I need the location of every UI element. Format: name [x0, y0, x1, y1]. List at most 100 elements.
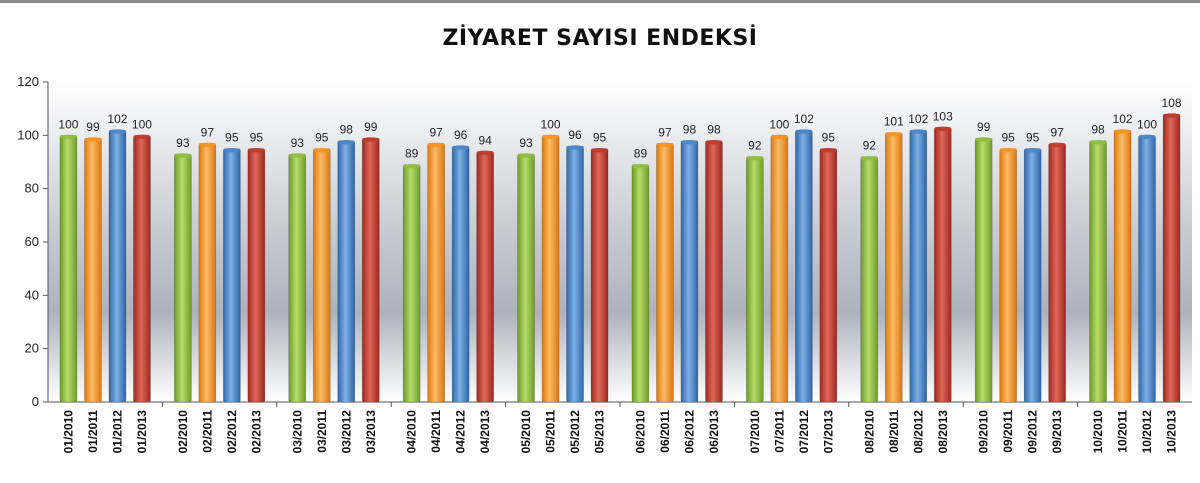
bar-cap	[247, 147, 265, 153]
bar	[108, 129, 127, 403]
bar	[427, 143, 445, 403]
data-label: 95	[250, 131, 264, 145]
bar-cap	[476, 150, 494, 156]
bar-cap	[1114, 129, 1132, 134]
x-tick-label: 02/2010	[176, 410, 190, 454]
bar	[223, 148, 241, 403]
bar-cap	[108, 129, 126, 134]
data-label: 102	[908, 112, 928, 126]
data-label: 99	[86, 120, 100, 134]
data-label: 89	[405, 147, 419, 161]
bar-cap	[909, 129, 927, 134]
bar	[476, 151, 494, 403]
x-tick-label: 06/2013	[707, 410, 721, 454]
bar-cap	[1138, 134, 1156, 140]
bar	[1048, 143, 1066, 403]
x-tick-label: 04/2013	[478, 410, 492, 454]
data-label: 92	[863, 139, 877, 153]
bar	[566, 145, 584, 403]
data-label: 100	[1137, 117, 1157, 131]
data-label: 96	[454, 128, 468, 142]
bar	[909, 129, 928, 403]
x-tick-label: 10/2012	[1140, 410, 1154, 454]
bar-cap	[1048, 142, 1066, 148]
bar	[312, 148, 331, 403]
data-label: 96	[568, 128, 582, 142]
x-tick-label: 01/2013	[135, 410, 149, 454]
bar-cap	[542, 134, 560, 140]
data-label: 101	[884, 115, 904, 129]
data-label: 93	[519, 136, 533, 150]
bar-cap	[631, 163, 649, 169]
bar-cap	[427, 142, 445, 148]
bar-cap	[819, 147, 837, 153]
bar	[974, 137, 993, 403]
x-tick-label: 06/2012	[682, 410, 696, 454]
data-label: 99	[364, 120, 378, 134]
bar	[133, 135, 151, 403]
x-tick-label: 03/2013	[364, 410, 378, 454]
x-tick-label: 08/2010	[862, 410, 876, 454]
data-label: 97	[429, 125, 443, 139]
x-tick-label: 02/2013	[249, 410, 263, 454]
x-tick-label: 01/2012	[110, 410, 124, 454]
x-tick-label: 10/2013	[1165, 410, 1179, 454]
y-tick-label: 40	[25, 287, 39, 302]
data-label: 102	[107, 112, 127, 126]
bar-cap	[517, 153, 535, 158]
y-tick-label: 120	[17, 74, 39, 89]
x-tick-label: 02/2011	[200, 410, 214, 453]
data-label: 100	[58, 117, 78, 131]
data-label: 98	[1091, 123, 1105, 137]
x-tick-label: 09/2011	[1001, 410, 1015, 453]
bar-cap	[1024, 147, 1042, 153]
x-tick-label: 07/2011	[772, 410, 786, 453]
bar-cap	[746, 155, 764, 161]
bar-cap	[999, 147, 1017, 153]
bar	[999, 148, 1017, 403]
bar	[247, 148, 266, 403]
data-label: 98	[683, 123, 697, 137]
bar	[541, 135, 560, 403]
data-label: 102	[794, 112, 814, 126]
bar	[1023, 148, 1042, 403]
chart-title: ZİYARET SAYISI ENDEKSİ	[442, 26, 758, 51]
bar	[288, 153, 307, 403]
x-tick-label: 04/2010	[405, 410, 419, 454]
data-label: 97	[1050, 125, 1064, 139]
x-tick-label: 04/2012	[454, 410, 468, 454]
bar	[402, 164, 421, 403]
bar-cap	[174, 153, 192, 158]
data-label: 99	[977, 120, 991, 134]
x-tick-label: 09/2010	[977, 410, 991, 454]
data-label: 93	[291, 136, 305, 150]
y-tick-label: 0	[32, 394, 39, 409]
bar-cap	[591, 147, 609, 153]
bar	[819, 148, 838, 403]
x-tick-label: 06/2010	[633, 410, 647, 454]
y-tick-label: 60	[25, 234, 39, 249]
x-tick-label: 08/2013	[936, 410, 950, 454]
x-tick-label: 05/2010	[519, 410, 533, 454]
bar	[631, 164, 650, 403]
data-label: 97	[201, 125, 215, 139]
bar-cap	[975, 137, 993, 142]
x-tick-label: 03/2010	[290, 410, 304, 454]
bar-cap	[656, 142, 674, 148]
bar	[860, 156, 879, 403]
data-label: 98	[707, 123, 721, 137]
bar	[198, 143, 217, 403]
x-tick-label: 10/2010	[1091, 410, 1105, 454]
x-tick-label: 04/2011	[429, 410, 443, 453]
bar	[933, 127, 952, 403]
bar-cap	[885, 131, 903, 137]
bar	[1089, 140, 1107, 403]
bar-cap	[337, 139, 355, 145]
data-label: 103	[933, 109, 953, 123]
bar-cap	[288, 153, 306, 158]
data-label: 92	[748, 139, 762, 153]
bar-cap	[59, 134, 77, 140]
bar-cap	[934, 126, 952, 132]
x-tick-label: 03/2011	[315, 410, 329, 453]
